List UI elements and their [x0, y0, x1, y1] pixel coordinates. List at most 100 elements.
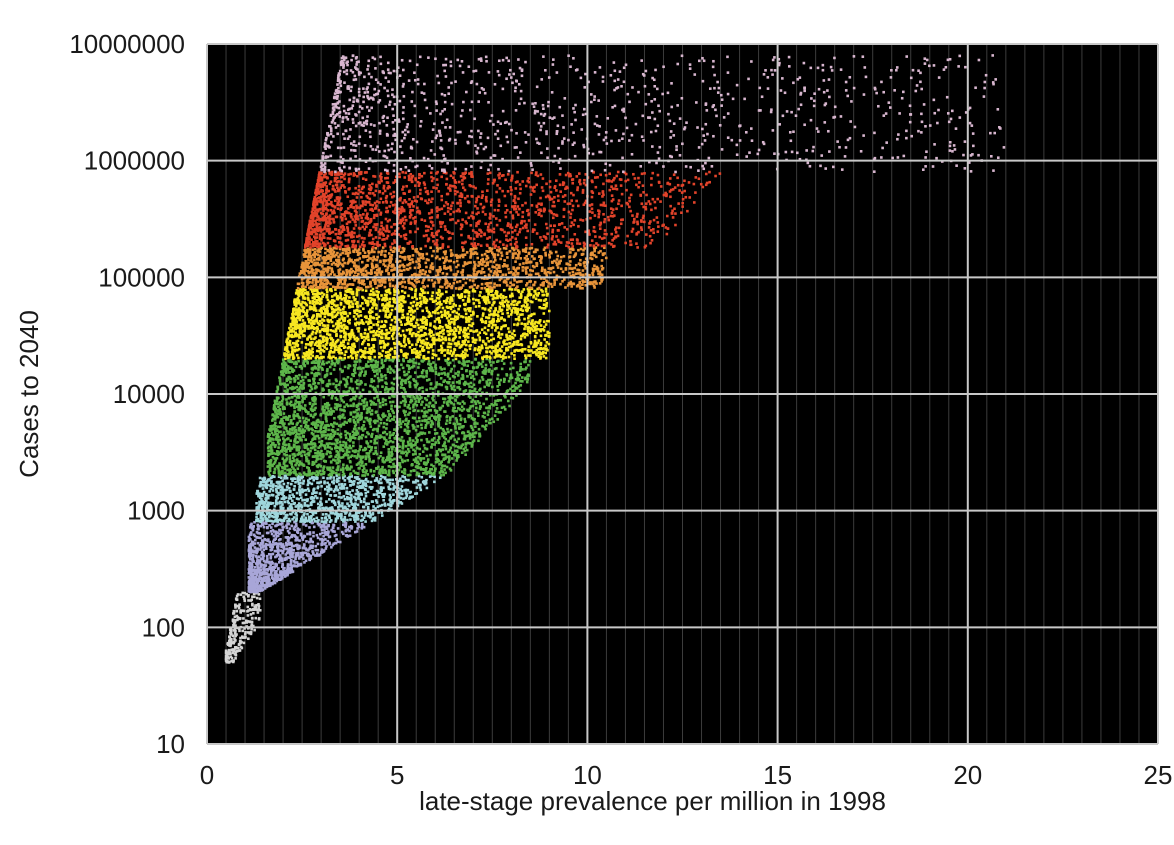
scatter-point — [335, 461, 339, 465]
scatter-point — [257, 555, 261, 559]
scatter-point — [280, 373, 283, 376]
scatter-point — [314, 406, 317, 410]
scatter-point — [355, 456, 359, 460]
scatter-point — [304, 518, 308, 522]
scatter-point — [387, 448, 391, 451]
scatter-point — [410, 445, 413, 449]
scatter-point — [348, 525, 351, 529]
scatter-point — [381, 400, 385, 404]
scatter-point — [280, 399, 284, 403]
scatter-point — [259, 516, 263, 520]
scatter-point — [300, 536, 304, 539]
scatter-point — [295, 441, 298, 444]
scatter-point — [257, 507, 260, 511]
scatter-point — [371, 368, 375, 372]
scatter-point — [489, 338, 493, 342]
scatter-point — [309, 385, 313, 389]
scatter-point — [375, 428, 379, 431]
scatter-point — [450, 354, 454, 357]
scatter-point — [275, 502, 278, 506]
scatter-point — [262, 522, 266, 525]
scatter-point — [288, 402, 292, 406]
scatter-point — [303, 421, 306, 424]
scatter-point — [268, 540, 272, 544]
scatter-point — [310, 442, 314, 446]
scatter-point — [316, 430, 320, 433]
scatter-point — [276, 548, 280, 552]
scatter-point — [286, 418, 290, 421]
scatter-point — [457, 437, 460, 441]
scatter-point — [234, 639, 237, 642]
scatter-point — [423, 432, 427, 435]
scatter-point — [370, 446, 374, 449]
scatter-point — [425, 375, 428, 378]
scatter-point — [347, 504, 351, 508]
scatter-point — [469, 424, 473, 428]
scatter-point — [361, 474, 364, 477]
scatter-point — [308, 546, 312, 550]
scatter-point — [405, 494, 409, 498]
scatter-point — [296, 414, 300, 418]
scatter-point — [434, 432, 437, 435]
scatter-point — [269, 484, 272, 488]
scatter-point — [375, 477, 378, 480]
scatter-point — [279, 411, 282, 414]
data-points — [224, 54, 1006, 664]
scatter-point — [413, 408, 416, 412]
scatter-point — [268, 433, 272, 436]
scatter-point — [412, 448, 415, 452]
scatter-point — [337, 500, 340, 503]
scatter-point — [336, 457, 340, 460]
scatter-point — [379, 454, 382, 458]
scatter-point — [277, 544, 280, 548]
scatter-point — [526, 377, 530, 380]
scatter-point — [380, 511, 384, 514]
scatter-point — [324, 426, 328, 429]
scatter-point — [326, 413, 330, 416]
scatter-point — [357, 477, 361, 481]
scatter-point — [269, 530, 273, 533]
scatter-point — [372, 387, 376, 391]
scatter-point — [438, 462, 441, 466]
scatter-point — [339, 435, 343, 439]
scatter-point — [324, 424, 327, 427]
scatter-point — [448, 421, 452, 424]
scatter-point — [324, 428, 328, 431]
scatter-point — [296, 467, 300, 470]
scatter-point — [364, 511, 368, 515]
scatter-point — [478, 435, 481, 438]
scatter-point — [459, 446, 463, 450]
scatter-point — [250, 620, 254, 624]
scatter-point — [446, 427, 449, 431]
scatter-point — [315, 470, 319, 473]
scatter-point — [421, 419, 424, 423]
scatter-point — [406, 394, 410, 398]
scatter-point — [353, 514, 356, 517]
scatter-point — [284, 496, 288, 499]
scatter-point — [415, 383, 418, 387]
scatter-point — [291, 510, 295, 514]
scatter-point — [371, 428, 375, 432]
scatter-point — [400, 492, 404, 496]
scatter-point — [302, 435, 305, 438]
scatter-point — [491, 323, 495, 327]
scatter-point — [393, 485, 396, 488]
scatter-point — [238, 617, 241, 621]
scatter-point — [321, 540, 324, 544]
scatter-point — [269, 584, 272, 587]
scatter-point — [289, 496, 293, 500]
scatter-point — [282, 363, 286, 367]
scatter-point — [298, 419, 302, 423]
scatter-point — [346, 376, 350, 379]
scatter-point — [340, 518, 344, 521]
scatter-point — [404, 496, 408, 500]
scatter-point — [275, 413, 278, 417]
scatter-point — [387, 485, 390, 489]
scatter-point — [341, 449, 345, 453]
scatter-point — [373, 440, 377, 443]
scatter-point — [447, 396, 450, 399]
scatter-point — [447, 460, 450, 464]
scatter-point — [283, 477, 286, 480]
scatter-point — [282, 496, 285, 500]
scatter-point — [278, 554, 282, 557]
